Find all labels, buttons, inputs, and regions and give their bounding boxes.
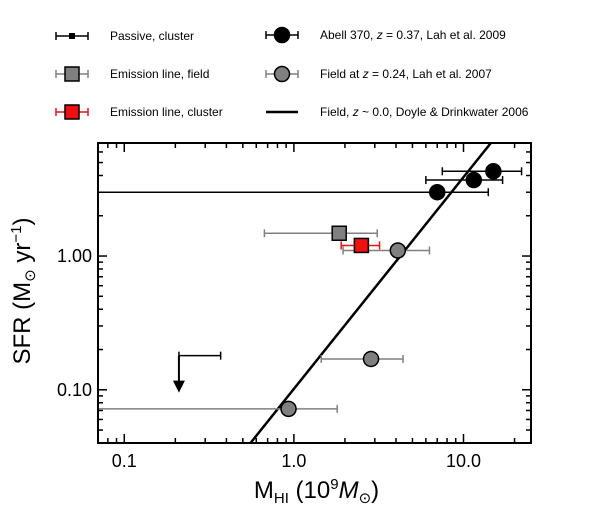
point-marker xyxy=(64,104,80,120)
legend-entry-abell: Abell 370, z = 0.37, Lah et al. 2009 xyxy=(265,26,506,44)
data-point xyxy=(98,400,338,418)
plot-frame xyxy=(97,142,532,444)
x-tick-label: 10.0 xyxy=(446,451,481,471)
legend-entry-emission-field: Emission line, field xyxy=(55,66,209,82)
legend-label-emission-field: Emission line, field xyxy=(110,67,209,81)
tick-labels: 0.1 1.0 10.0 0.10 1.00 xyxy=(57,246,481,471)
legend-entry-emission-cluster: Emission line, cluster xyxy=(55,104,223,120)
x-tick-label: 0.1 xyxy=(112,451,137,471)
point-marker xyxy=(485,163,502,180)
data-point xyxy=(320,350,404,368)
x-tick-label: 1.0 xyxy=(281,451,306,471)
point-marker xyxy=(280,400,297,418)
y-tick-label: 1.00 xyxy=(57,246,92,266)
data-point xyxy=(263,225,378,242)
legend-label-emission-cluster: Emission line, cluster xyxy=(110,105,223,119)
point-marker xyxy=(273,65,291,83)
legend-symbol-field-z024 xyxy=(265,65,299,83)
legend-entry-doyle: Field, z ~ 0.0, Doyle & Drinkwater 2006 xyxy=(266,105,529,119)
series-passive xyxy=(172,351,222,393)
data-point xyxy=(172,351,222,393)
legend-label-abell: Abell 370, z = 0.37, Lah et al. 2009 xyxy=(320,28,506,42)
series-emfield xyxy=(263,225,378,242)
point-marker xyxy=(362,350,380,368)
legend-symbol-emission-field xyxy=(55,66,89,82)
x-axis-label: MHI (109M⊙) xyxy=(254,476,379,507)
y-axis-label: SFR (M⊙ yr−1) xyxy=(8,217,39,364)
point-marker xyxy=(64,66,80,82)
y-tick-label: 0.10 xyxy=(57,380,92,400)
data-point xyxy=(441,163,523,180)
legend-symbol-abell xyxy=(265,26,299,44)
data-point xyxy=(425,171,504,189)
point-marker xyxy=(273,26,291,44)
legend-label-field-z024: Field at z = 0.24, Lah et al. 2007 xyxy=(320,67,492,81)
data-point xyxy=(98,183,490,201)
plot-area: 0.1 1.0 10.0 0.10 1.00 xyxy=(57,142,532,471)
axis-ticks xyxy=(97,142,531,444)
point-marker xyxy=(331,225,347,242)
point-marker xyxy=(428,183,446,201)
series-field024 xyxy=(98,242,431,418)
legend-entry-passive: Passive, cluster xyxy=(55,29,194,43)
point-marker xyxy=(69,33,75,39)
fit-line xyxy=(249,143,492,443)
legend-entry-field-z024: Field at z = 0.24, Lah et al. 2007 xyxy=(265,65,492,83)
data-marks xyxy=(98,143,523,443)
legend-label-passive: Passive, cluster xyxy=(110,29,194,43)
legend-symbol-emission-cluster xyxy=(55,104,89,120)
series-emcluster xyxy=(340,237,381,254)
legend-label-doyle: Field, z ~ 0.0, Doyle & Drinkwater 2006 xyxy=(320,105,529,119)
series-doyle xyxy=(249,143,492,443)
legend: Passive, cluster Abell 370, z = 0.37, La… xyxy=(55,26,529,120)
point-marker xyxy=(353,237,370,254)
arrow-head xyxy=(172,380,185,393)
point-marker xyxy=(465,171,483,189)
point-marker xyxy=(389,242,407,259)
legend-symbol-passive xyxy=(55,32,89,40)
series-abell xyxy=(98,163,523,201)
data-point xyxy=(340,237,381,254)
